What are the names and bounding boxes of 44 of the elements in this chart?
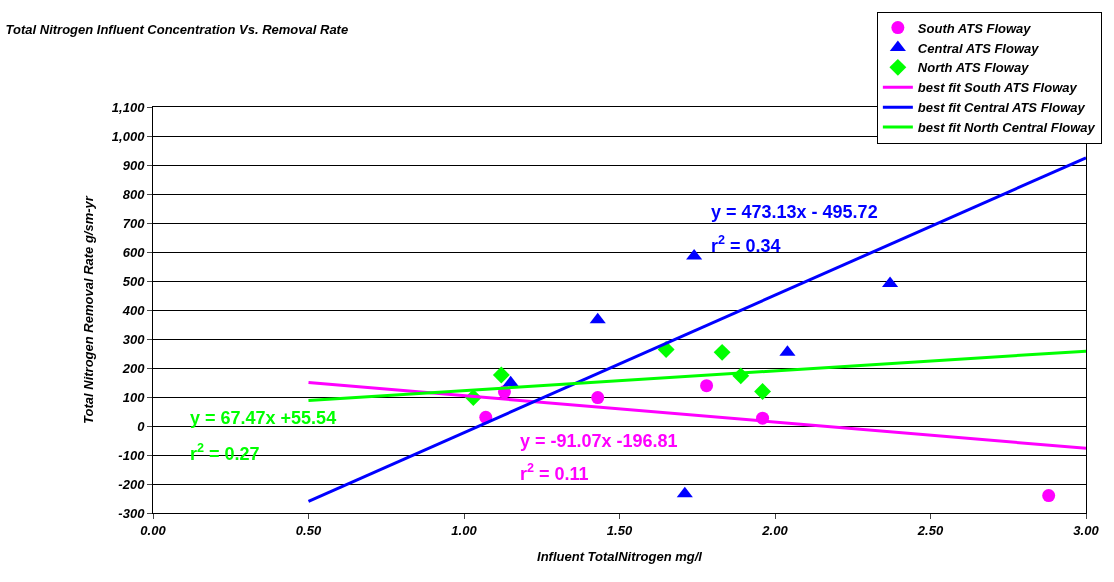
- point: [492, 366, 510, 384]
- legend-label: South ATS Floway: [917, 20, 1032, 36]
- y-tick-label: 200: [121, 360, 146, 376]
- y-tick-label: 800: [122, 186, 146, 202]
- y-tick-label: 500: [122, 273, 146, 289]
- y-tick-label: 900: [122, 157, 146, 173]
- y-tick-label: -100: [118, 447, 146, 463]
- annotation: r$^{2}$ = 0.34: [711, 233, 781, 256]
- x-tick-label: 1.50: [606, 522, 633, 538]
- annotation: y = 473.13x - 495.72: [711, 202, 878, 222]
- point: [502, 375, 519, 387]
- y-tick-label: 1,100: [111, 99, 146, 115]
- y-tick-label: 700: [122, 215, 146, 231]
- legend-label: North ATS Floway: [917, 60, 1030, 76]
- y-tick-label: 1,000: [111, 128, 146, 144]
- y-tick-label: 300: [122, 331, 146, 347]
- annotation: y = 67.47x +55.54: [190, 408, 337, 428]
- y-tick-label: 100: [122, 389, 146, 405]
- x-tick-label: 0.00: [140, 522, 167, 538]
- annotation: y = -91.07x -196.81: [520, 431, 678, 451]
- legend-label: best fit North Central Floway: [917, 120, 1096, 136]
- annotation: r$^{2}$ = 0.11: [520, 461, 589, 484]
- point: [754, 383, 772, 400]
- y-tick-label: 600: [122, 244, 146, 260]
- legend-label: best fit Central ATS Floway: [917, 100, 1086, 116]
- y-tick-label: 0: [137, 418, 146, 434]
- point: [589, 312, 606, 324]
- point: [1042, 489, 1056, 503]
- x-axis-title: Influent TotalNitrogen mg/l: [537, 549, 703, 565]
- legend-label: best fit South ATS Floway: [917, 80, 1078, 96]
- y-tick-label: 400: [121, 302, 146, 318]
- legend-label: Central ATS Floway: [917, 40, 1040, 56]
- x-tick-label: 2.00: [761, 522, 789, 538]
- y-axis-title: Total Nitrogen Removal Rate g/sm-yr: [80, 195, 96, 424]
- x-tick-label: 3.00: [1073, 522, 1100, 538]
- y-tick-label: -300: [118, 505, 146, 521]
- x-tick-label: 2.50: [916, 522, 944, 538]
- point: [700, 379, 714, 393]
- x-tick-label: 0.50: [295, 522, 322, 538]
- y-tick-label: -200: [118, 476, 146, 492]
- point: [591, 391, 605, 405]
- x-tick-label: 1.00: [451, 522, 478, 538]
- point: [713, 343, 731, 361]
- chart-title: Total Nitrogen Influent Concentration Vs. Removal Rate: [5, 21, 349, 37]
